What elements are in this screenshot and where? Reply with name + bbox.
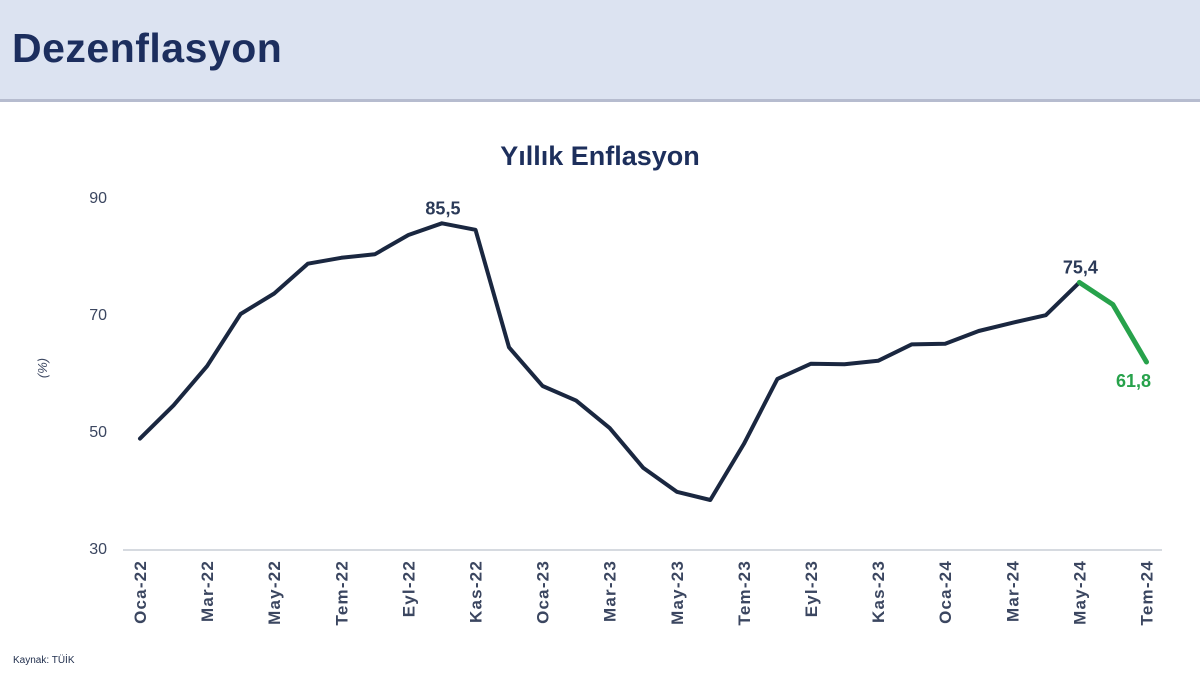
x-tick-label: Mar-23 (601, 560, 620, 622)
data-label: 75,4 (1063, 257, 1098, 277)
inflation-line-highlight (1076, 279, 1149, 365)
y-tick-label: 90 (89, 190, 107, 207)
y-tick-label: 50 (89, 424, 107, 441)
x-tick-label: Tem-22 (332, 560, 351, 625)
x-tick-label: Kas-23 (869, 560, 888, 623)
x-tick-label: May-22 (265, 560, 284, 625)
x-tick-label: Kas-22 (467, 560, 486, 623)
x-tick-label: May-23 (668, 560, 687, 625)
source-note: Kaynak: TÜİK (13, 655, 75, 666)
y-tick-label: 70 (89, 307, 107, 324)
x-tick-label: Mar-24 (1003, 560, 1022, 622)
y-axis-title: (%) (35, 358, 50, 378)
data-label: 85,5 (425, 198, 460, 218)
inflation-line (138, 221, 1082, 502)
x-tick-label: Tem-23 (735, 560, 754, 625)
y-tick-label: 30 (89, 541, 107, 558)
x-tick-label: May-24 (1070, 560, 1089, 625)
x-tick-label: Mar-22 (198, 560, 217, 622)
page-title: Dezenflasyon (12, 25, 283, 71)
x-tick-label: Oca-24 (936, 560, 955, 624)
x-tick-label: Oca-23 (534, 560, 553, 624)
chart-title: Yıllık Enflasyon (500, 141, 700, 171)
x-tick-label: Eyl-22 (399, 560, 418, 617)
x-tick-label: Oca-22 (131, 560, 150, 624)
data-label: 61,8 (1116, 371, 1151, 391)
x-tick-label: Tem-24 (1138, 560, 1157, 625)
x-tick-label: Eyl-23 (802, 560, 821, 617)
header: Dezenflasyon (0, 0, 1200, 102)
